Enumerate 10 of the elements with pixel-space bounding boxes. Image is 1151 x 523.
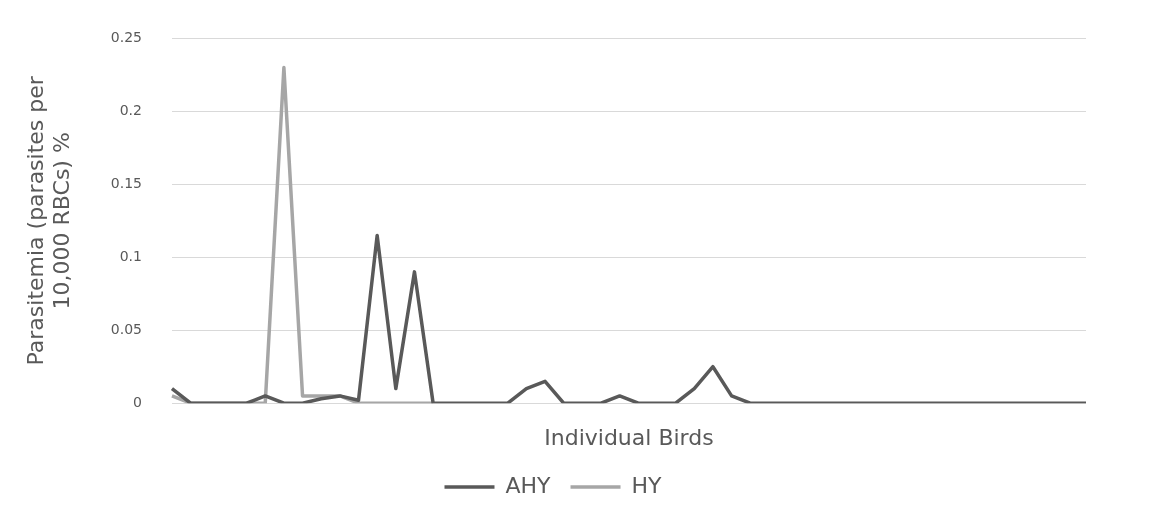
y-tick-label: 0.05 <box>110 320 142 337</box>
y-tick-label: 0.25 <box>110 29 142 46</box>
y-tick-label: 0.15 <box>110 174 142 191</box>
y-axis-title: Parasitemia (parasites per 10,000 RBCs) % <box>22 75 75 366</box>
y-tick-label: 0.2 <box>119 102 142 118</box>
legend-label: HY <box>631 472 663 498</box>
y-tick-label: 0.1 <box>119 247 142 264</box>
x-axis-title: Individual Birds <box>544 424 714 450</box>
legend-label: AHY <box>505 472 552 498</box>
y-tick-label: 0 <box>133 393 142 410</box>
